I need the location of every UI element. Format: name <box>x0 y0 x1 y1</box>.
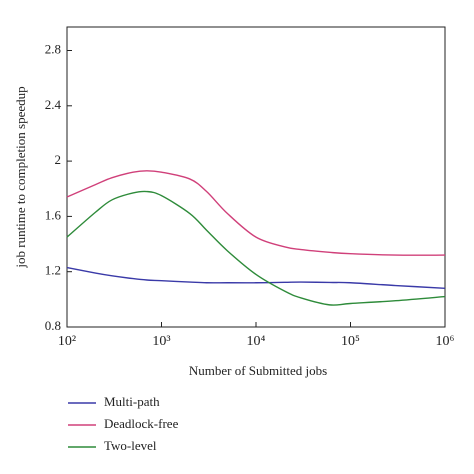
legend-label: Multi-path <box>104 394 160 409</box>
x-tick-label: 10³ <box>152 334 170 349</box>
x-tick-label: 10² <box>58 334 76 349</box>
series-line <box>66 170 446 256</box>
y-axis-label: job runtime to completion speedup <box>13 86 28 268</box>
x-tick-label: 10⁶ <box>436 334 455 349</box>
plot-frame <box>66 26 446 328</box>
x-axis-label: Number of Submitted jobs <box>189 363 327 378</box>
y-tick-label: 1.6 <box>45 207 62 222</box>
legend-label: Two-level <box>104 438 157 453</box>
y-tick-label: 2.4 <box>45 97 62 112</box>
x-tick-label: 10⁴ <box>247 334 266 349</box>
x-tick-label: 10⁵ <box>341 334 360 349</box>
y-tick-label: 0.8 <box>45 318 61 333</box>
y-tick-label: 1.2 <box>45 263 61 278</box>
y-tick-label: 2 <box>55 152 62 167</box>
series-line <box>66 266 446 289</box>
y-tick-label: 2.8 <box>45 41 61 56</box>
series-line <box>66 190 446 306</box>
legend-label: Deadlock-free <box>104 416 179 431</box>
